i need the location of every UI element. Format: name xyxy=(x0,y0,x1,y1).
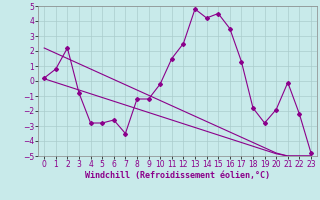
X-axis label: Windchill (Refroidissement éolien,°C): Windchill (Refroidissement éolien,°C) xyxy=(85,171,270,180)
